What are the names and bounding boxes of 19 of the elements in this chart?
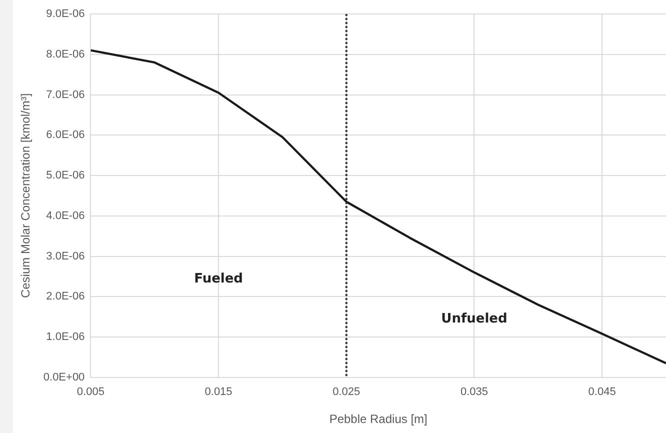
y-tick-label: 1.0E-06 xyxy=(46,331,85,344)
annotation: Fueled xyxy=(194,272,243,287)
y-tick-label: 7.0E-06 xyxy=(46,88,85,101)
x-tick-label: 0.035 xyxy=(460,386,488,398)
x-tick-label: 0.025 xyxy=(332,386,360,398)
y-tick-label: 5.0E-06 xyxy=(46,170,85,182)
y-tick-label: 2.0E-06 xyxy=(46,290,85,303)
y-tick-label: 8.0E-06 xyxy=(46,48,85,60)
x-tick-label: 0.015 xyxy=(204,386,232,398)
x-tick-label: 0.045 xyxy=(588,386,616,398)
y-tick-label: 3.0E-06 xyxy=(46,250,85,262)
y-tick-label: 0.0E+00 xyxy=(43,371,85,384)
x-tick-label: 0.005 xyxy=(76,386,104,398)
y-axis-title: Cesium Molar Concentration [kmol/m³] xyxy=(18,93,33,298)
y-tick-label: 4.0E-06 xyxy=(46,210,85,222)
y-tick-label: 9.0E-06 xyxy=(46,8,85,20)
annotation: Unfueled xyxy=(441,312,508,327)
x-axis-title: Pebble Radius [m] xyxy=(329,412,428,426)
y-tick-label: 6.0E-06 xyxy=(46,129,85,142)
